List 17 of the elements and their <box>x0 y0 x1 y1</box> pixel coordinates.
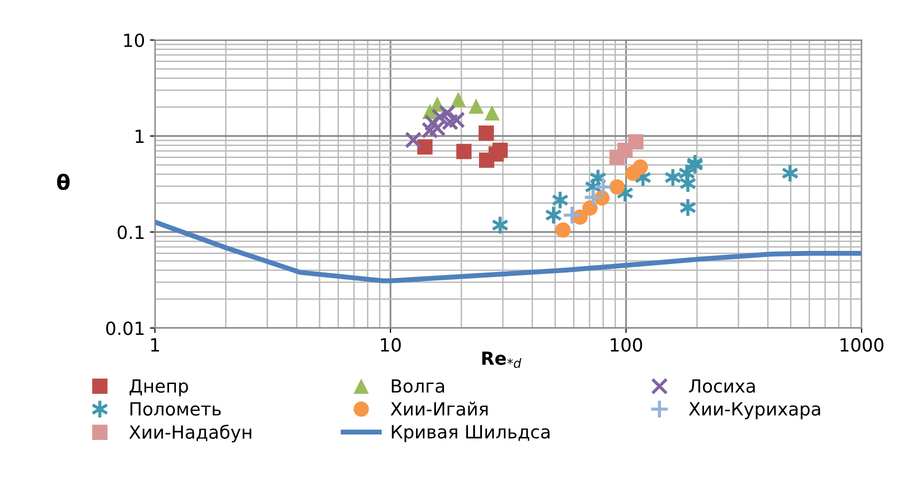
x-tick-label: 1000 <box>840 338 884 352</box>
y-tick-label: 1 <box>136 130 144 143</box>
x-tick-label: 1 <box>151 338 160 352</box>
x-axis-title: Re$_{*d}$ <box>482 352 522 368</box>
legend-label: Хии-Надабун <box>129 424 252 442</box>
legend-label: Днепр <box>130 379 188 396</box>
legend-label: Лосиха <box>689 379 755 393</box>
legend-label: Хии-Игайя <box>390 402 488 416</box>
legend-label: Хии-Курихара <box>688 402 820 420</box>
y-tick-label: 0.1 <box>118 225 144 240</box>
y-tick-label: 0.01 <box>106 321 144 336</box>
x-tick-label: 10 <box>380 338 401 352</box>
legend-label: Кривая Шильдса <box>392 425 550 442</box>
legend-label: Волга <box>392 379 444 393</box>
y-tick-label: 10 <box>124 33 144 48</box>
y-axis-title: θ <box>57 174 70 190</box>
x-tick-label: 100 <box>610 338 642 352</box>
